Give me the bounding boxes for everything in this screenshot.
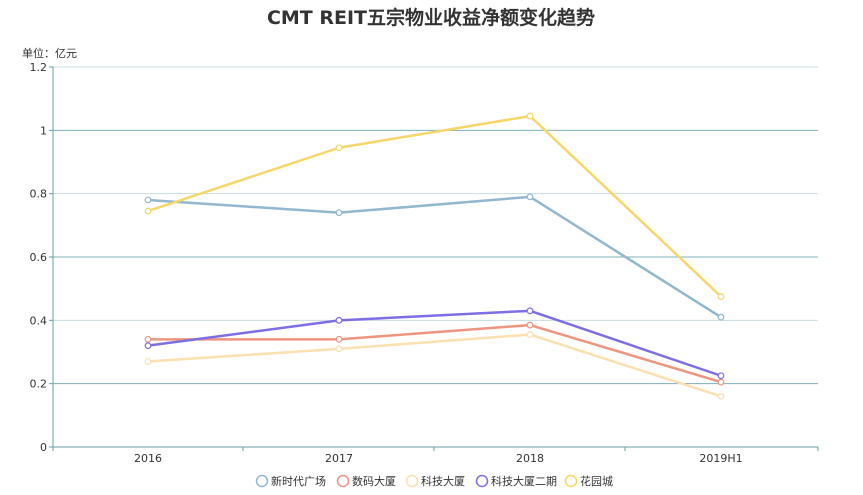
x-tick-label: 2018 [516, 452, 544, 465]
chart-title: CMT REIT五宗物业收益净额变化趋势 [267, 6, 595, 29]
data-point[interactable] [526, 193, 534, 201]
x-tick-label: 2019H1 [699, 452, 742, 465]
series-line [147, 195, 722, 319]
series-0 [144, 193, 725, 321]
legend-item[interactable]: 科技大厦 [405, 474, 466, 488]
data-point[interactable] [144, 342, 152, 350]
y-tick-label: 0 [40, 441, 47, 454]
data-point[interactable] [717, 372, 725, 380]
data-point[interactable] [144, 207, 152, 215]
data-point[interactable] [717, 313, 725, 321]
x-tick-label: 2016 [134, 452, 162, 465]
series-4 [144, 112, 725, 300]
data-point[interactable] [335, 209, 343, 217]
data-point[interactable] [526, 307, 534, 315]
y-tick-label: 1.2 [30, 61, 48, 74]
legend-marker [475, 474, 489, 488]
legend-item[interactable]: 新时代广场 [255, 474, 327, 488]
data-point[interactable] [144, 358, 152, 365]
legend-marker [405, 474, 419, 488]
y-tick-label: 1 [40, 124, 47, 137]
series-1 [144, 321, 725, 386]
y-tick-label: 0.2 [30, 378, 48, 391]
data-point[interactable] [144, 335, 152, 343]
y-axis-unit-label: 单位：亿元 [22, 46, 77, 60]
legend[interactable]: 新时代广场 数码大厦 科技大厦 科技大厦二期 花园城 [255, 474, 614, 488]
grid-lines [53, 66, 818, 385]
series-3 [144, 307, 725, 380]
legend-marker [255, 474, 269, 488]
series-lines [144, 112, 725, 400]
legend-label: 数码大厦 [352, 474, 396, 488]
series-line [147, 333, 722, 398]
series-2 [144, 331, 725, 400]
data-point[interactable] [717, 392, 725, 400]
y-tick-label: 0.4 [30, 314, 48, 327]
y-axis-ticks: 0 0.2 0.4 0.6 0.8 1 1.2 [30, 61, 53, 454]
data-point[interactable] [526, 112, 534, 120]
y-tick-label: 0.6 [30, 251, 48, 264]
y-tick-label: 0.8 [30, 188, 48, 201]
legend-label: 新时代广场 [271, 474, 326, 488]
x-axis-ticks: 2016 2017 2018 2019H1 [52, 447, 819, 465]
legend-marker [564, 474, 578, 488]
data-point[interactable] [526, 321, 534, 329]
data-point[interactable] [335, 335, 343, 343]
series-line [147, 114, 722, 298]
series-line [148, 323, 722, 384]
x-tick-label: 2017 [325, 452, 353, 465]
legend-item[interactable]: 数码大厦 [336, 474, 397, 488]
data-point[interactable] [335, 345, 343, 353]
data-point[interactable] [717, 293, 725, 300]
legend-item[interactable]: 花园城 [564, 474, 614, 488]
legend-marker [336, 474, 350, 488]
legend-label: 花园城 [580, 475, 613, 488]
series-line [147, 309, 722, 377]
legend-label: 科技大厦 [421, 474, 465, 488]
data-point[interactable] [717, 378, 725, 386]
data-point[interactable] [526, 331, 534, 338]
legend-label: 科技大厦二期 [491, 474, 557, 488]
data-point[interactable] [144, 196, 152, 204]
data-point[interactable] [335, 144, 343, 152]
legend-item[interactable]: 科技大厦二期 [475, 474, 558, 488]
data-point[interactable] [335, 316, 343, 324]
